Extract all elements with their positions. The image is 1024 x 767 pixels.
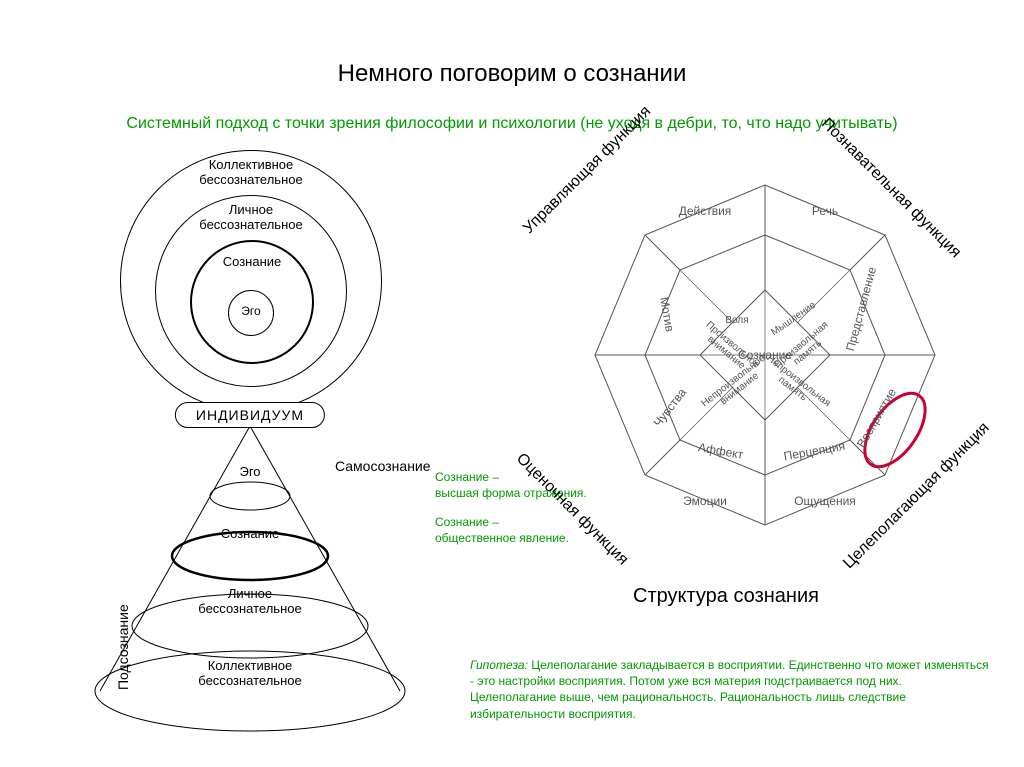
ring-label-collective: Коллективное бессознательное: [121, 157, 381, 187]
hypothesis-label: Гипотеза:: [470, 658, 528, 672]
hex-out-0: Действия: [679, 204, 732, 218]
ring-stack: Коллективное бессознательное Личное бесс…: [100, 150, 400, 410]
annot-self-awareness: Самосознание: [335, 458, 431, 474]
hex-out-1: Речь: [812, 204, 838, 218]
left-diagram: Коллективное бессознательное Личное бесс…: [70, 150, 430, 730]
hex-mid-3: Перцепция: [783, 439, 846, 464]
page-subtitle: Системный подход с точки зрения философи…: [0, 115, 1024, 133]
hex-out-2: Эмоции: [683, 494, 727, 508]
hex-out-3: Ощущения: [794, 494, 856, 508]
hypothesis: Гипотеза: Целеполагание закладывается в …: [470, 657, 990, 722]
hex-mid-0: Мотив: [657, 296, 677, 333]
annot-subconscious: Подсознание: [115, 604, 131, 690]
ring-ego: Эго: [228, 290, 274, 336]
hex-inner-0: Воля: [725, 315, 748, 326]
structure-title: Структура сознания: [633, 585, 819, 608]
ring-label-personal: Личное бессознательное: [156, 202, 346, 232]
ring-label-ego: Эго: [229, 304, 273, 318]
hex-mid-1: Чувства: [651, 385, 690, 429]
hex-svg: Сознание Воля Мышление Произвольноевнима…: [530, 145, 1000, 565]
page-root: Немного поговорим о сознании Системный п…: [0, 0, 1024, 767]
hypothesis-text: Целеполагание закладывается в восприятии…: [470, 658, 989, 721]
page-title: Немного поговорим о сознании: [0, 60, 1024, 88]
individual-box: ИНДИВИДУУМ: [175, 402, 325, 428]
hex-mid-4: Представление: [843, 265, 879, 353]
hex-mid-5: Восприятие: [854, 386, 899, 450]
cone-label-consc: Сознание: [70, 526, 430, 541]
ring-label-consciousness: Сознание: [192, 254, 312, 269]
hex-mid-2: Аффект: [697, 440, 745, 462]
right-diagram: Сознание Воля Мышление Произвольноевнима…: [530, 145, 1000, 605]
